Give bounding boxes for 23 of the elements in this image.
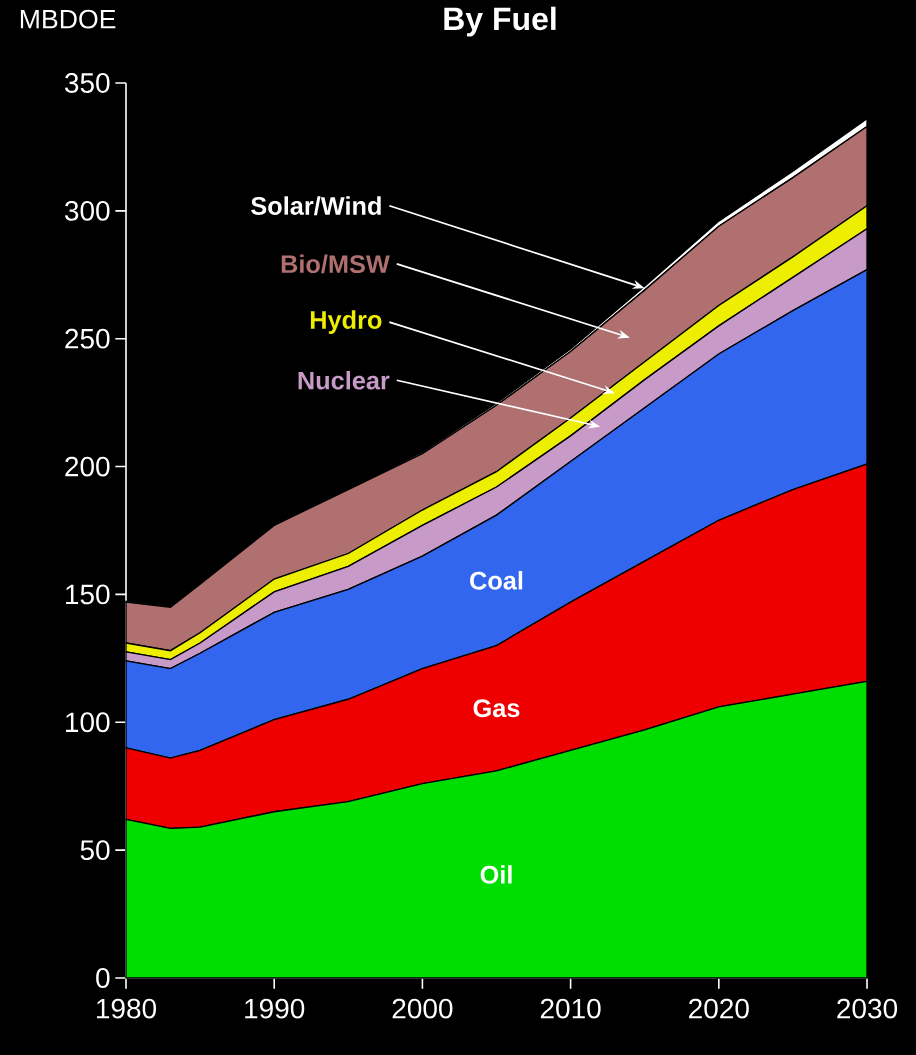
x-tick-label: 2010 (540, 998, 601, 1019)
y-tick-label: 300 (64, 200, 110, 221)
text: Solar/Wind (251, 196, 381, 216)
x-tick-label: 2030 (837, 998, 898, 1019)
y-tick-label: 350 (64, 73, 110, 93)
x-tick-label: 2020 (689, 998, 749, 1019)
text: Bio/MSW (281, 254, 390, 274)
text: Hydro (310, 310, 382, 334)
y-axis-title: MBDOE (20, 9, 116, 29)
x-tick-label: 1990 (245, 998, 305, 1019)
series-label: Coal (470, 571, 523, 590)
y-tick-label: 250 (65, 328, 110, 349)
y-tick-label: 50 (80, 840, 110, 861)
y-tick-label: 200 (65, 456, 110, 477)
y-tick-label: 150 (66, 584, 110, 605)
y-tick-label: 0 (96, 968, 110, 988)
text: Nuclear (298, 370, 390, 390)
chart-title: By Fuel (444, 6, 556, 37)
x-tick-label: 1980 (96, 998, 157, 1019)
y-tick-label: 100 (66, 712, 110, 733)
series-label: Gas (473, 699, 520, 718)
series-label: Oil (480, 865, 512, 884)
x-tick-label: 2000 (392, 998, 453, 1019)
